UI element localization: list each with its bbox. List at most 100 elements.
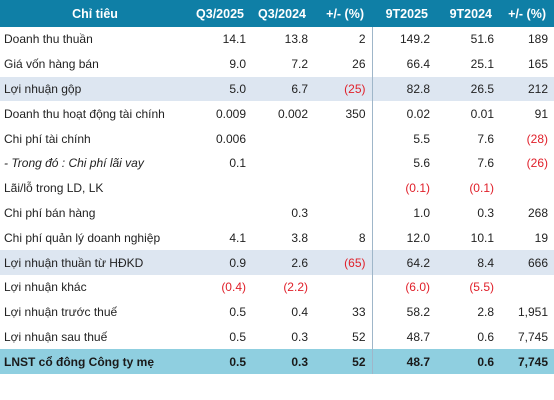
header-9t-2024: 9T2024 — [449, 6, 492, 21]
row-label: Doanh thu hoạt động tài chính — [4, 106, 165, 121]
cell-quarter-change: 8 — [314, 225, 373, 251]
row-label: Lợi nhuận thuần từ HĐKD — [4, 255, 144, 270]
cell-q3-2024: 0.3 — [291, 329, 308, 344]
cell-q3-2025: 0.1 — [229, 156, 246, 171]
table-row: Chi phí bán hàng 0.3 1.0 0.3 268 — [0, 200, 554, 226]
cell-9t-2024: 2.8 — [477, 305, 494, 320]
table-row: Lợi nhuận gộp 5.0 6.7 (25) 82.8 26.5 212 — [0, 76, 554, 102]
cell-9t-2025: 58.2 — [371, 299, 436, 325]
cell-9t-2024: 26.5 — [470, 81, 494, 96]
cell-9t-change: 189 — [527, 32, 548, 47]
cell-quarter-change: 33 — [314, 299, 373, 325]
cell-quarter-change: 350 — [314, 101, 373, 127]
cell-9t-2024: 51.6 — [470, 32, 494, 47]
cell-q3-2024: 0.3 — [291, 354, 308, 369]
cell-q3-2024 — [252, 126, 314, 151]
cell-9t-2024: 7.6 — [477, 131, 494, 146]
cell-q3-2025: 0.5 — [229, 305, 246, 320]
table-row: Chi phí quản lý doanh nghiệp 4.1 3.8 8 12.0 1… — [0, 225, 554, 251]
row-label: Lợi nhuận gộp — [4, 81, 82, 96]
cell-9t-2025: 48.7 — [371, 349, 436, 375]
cell-quarter-change — [314, 175, 373, 201]
cell-q3-2024: 3.8 — [291, 230, 308, 245]
financial-results-table: Chỉ tiêu Q3/2025 Q3/2024 +/- (%) 9T2025 … — [0, 0, 554, 375]
cell-q3-2024: 0.3 — [291, 205, 308, 220]
cell-q3-2025: 0.5 — [229, 354, 246, 369]
cell-q3-2025: 0.006 — [215, 131, 246, 146]
cell-quarter-change: 52 — [314, 324, 373, 350]
table-row-total: LNST cổ đông Công ty mẹ 0.5 0.3 52 48.7 0.6 7,… — [0, 349, 554, 375]
cell-q3-2024: (2.2) — [283, 280, 308, 295]
cell-9t-2024: (5.5) — [469, 280, 494, 295]
cell-q3-2025: 5.0 — [229, 81, 246, 96]
cell-9t-change: 19 — [534, 230, 548, 245]
table-row: Doanh thu thuần 14.1 13.8 2 149.2 51.6 189 — [0, 27, 554, 52]
cell-q3-2025: 9.0 — [229, 57, 246, 72]
cell-9t-change: 666 — [527, 255, 548, 270]
header-q3-2025: Q3/2025 — [196, 6, 244, 21]
table-row: Lợi nhuận khác (0.4) (2.2) (6.0) (5.5) — [0, 274, 554, 300]
cell-9t-2024: 0.3 — [477, 205, 494, 220]
table-row: Lợi nhuận trước thuế 0.5 0.4 33 58.2 2.8 1,951 — [0, 299, 554, 325]
cell-9t-2025: 5.6 — [371, 150, 436, 176]
table-row: Lợi nhuận thuần từ HĐKD 0.9 2.6 (65) 64.2 8.4… — [0, 250, 554, 275]
table-body: Doanh thu thuần 14.1 13.8 2 149.2 51.6 189 Giá … — [0, 27, 554, 375]
row-label: Chi phí bán hàng — [4, 205, 96, 220]
cell-9t-2025: 149.2 — [371, 27, 436, 52]
cell-q3-2025 — [190, 201, 252, 226]
cell-q3-2025 — [190, 176, 252, 201]
cell-9t-change: 7,745 — [517, 354, 548, 369]
cell-9t-2024: 8.4 — [477, 255, 494, 270]
row-label: - Trong đó : Chi phí lãi vay — [4, 156, 144, 171]
header-q3-2024: Q3/2024 — [258, 6, 306, 21]
cell-9t-2024: 0.01 — [470, 106, 494, 121]
cell-quarter-change — [314, 126, 373, 151]
cell-9t-change: 212 — [527, 81, 548, 96]
cell-q3-2024: 0.002 — [277, 106, 308, 121]
cell-quarter-change: (25) — [314, 76, 373, 102]
cell-q3-2024: 2.6 — [291, 255, 308, 270]
row-label: Lợi nhuận khác — [4, 280, 87, 295]
cell-9t-2024: 0.6 — [477, 354, 494, 369]
cell-q3-2024 — [252, 176, 314, 201]
cell-9t-change: (26) — [526, 156, 548, 171]
cell-9t-2025: 12.0 — [371, 225, 436, 251]
cell-q3-2024: 6.7 — [291, 81, 308, 96]
cell-quarter-change — [314, 200, 373, 226]
row-label: Chi phí tài chính — [4, 131, 91, 146]
row-label: Giá vốn hàng bán — [4, 57, 99, 72]
row-label: Lãi/lỗ trong LD, LK — [4, 181, 104, 196]
cell-9t-change: 165 — [527, 57, 548, 72]
cell-9t-2025: 82.8 — [371, 76, 436, 102]
header-indicator: Chỉ tiêu — [72, 6, 118, 21]
cell-quarter-change — [314, 274, 373, 300]
cell-q3-2024 — [252, 151, 314, 176]
cell-q3-2025: (0.4) — [221, 280, 246, 295]
header-9t-change: +/- (%) — [508, 6, 546, 21]
table-row: - Trong đó : Chi phí lãi vay 0.1 5.6 7.6 (26… — [0, 150, 554, 176]
table-row: Lãi/lỗ trong LD, LK (0.1) (0.1) — [0, 175, 554, 201]
cell-9t-2024: 7.6 — [477, 156, 494, 171]
table-row: Lợi nhuận sau thuế 0.5 0.3 52 48.7 0.6 7,745 — [0, 324, 554, 350]
cell-9t-2025: 66.4 — [371, 51, 436, 77]
cell-quarter-change: 52 — [314, 349, 373, 375]
cell-9t-change: 268 — [527, 205, 548, 220]
cell-quarter-change: 26 — [314, 51, 373, 77]
cell-q3-2024: 7.2 — [291, 57, 308, 72]
cell-9t-2025: 5.5 — [371, 126, 436, 151]
table-row: Giá vốn hàng bán 9.0 7.2 26 66.4 25.1 165 — [0, 51, 554, 77]
cell-9t-2025: 0.02 — [371, 101, 436, 127]
cell-9t-change — [500, 275, 554, 300]
table-row: Chi phí tài chính 0.006 5.5 7.6 (28) — [0, 126, 554, 151]
cell-9t-2024: 25.1 — [470, 57, 494, 72]
cell-9t-2025: 48.7 — [371, 324, 436, 350]
cell-9t-2025: (6.0) — [371, 274, 436, 300]
cell-q3-2025: 4.1 — [229, 230, 246, 245]
table-row: Doanh thu hoạt động tài chính 0.009 0.002 3… — [0, 101, 554, 127]
cell-9t-2025: 64.2 — [371, 250, 436, 275]
cell-9t-2024: 10.1 — [470, 230, 494, 245]
row-label: Lợi nhuận sau thuế — [4, 329, 108, 344]
row-label: Chi phí quản lý doanh nghiệp — [4, 230, 161, 245]
row-label: LNST cổ đông Công ty mẹ — [4, 354, 154, 369]
row-label: Lợi nhuận trước thuế — [4, 305, 118, 320]
